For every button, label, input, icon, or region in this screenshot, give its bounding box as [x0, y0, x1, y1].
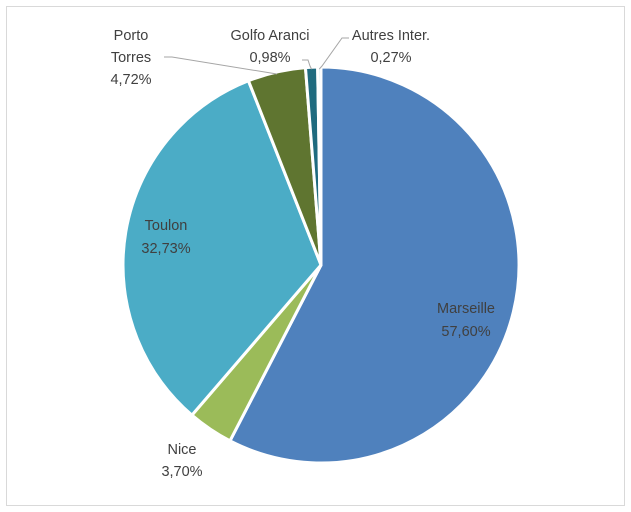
pie-slices: [121, 65, 521, 465]
slice-name-autres-inter: Autres Inter.: [352, 28, 430, 44]
leader-line-autres-inter: [318, 37, 349, 70]
label-golfo-aranci: Golfo Aranci 0,98%: [231, 28, 310, 66]
slice-toulon: [121, 79, 323, 417]
label-nice: Nice 3,70%: [161, 442, 202, 480]
leader-line-golfo-aranci: [302, 59, 313, 70]
leader-line-porto-torres: [164, 56, 277, 75]
label-autres-inter: Autres Inter. 0,27%: [352, 28, 430, 66]
label-toulon: Toulon 32,73%: [141, 218, 190, 257]
slice-value-marseille: 57,60%: [441, 324, 490, 340]
slice-name-porto-torres-line1: Porto: [114, 28, 149, 44]
slice-name-marseille: Marseille: [437, 301, 495, 317]
slice-name-golfo-aranci: Golfo Aranci: [231, 28, 310, 44]
slice-value-nice: 3,70%: [161, 464, 202, 480]
slice-marseille: [228, 65, 521, 465]
slice-value-porto-torres: 4,72%: [110, 72, 151, 88]
slice-name-nice: Nice: [167, 442, 196, 458]
label-marseille: Marseille 57,60%: [437, 301, 495, 340]
data-labels: Marseille 57,60% Nice 3,70% Toulon 32,73…: [110, 28, 495, 480]
slice-name-porto-torres-line2: Torres: [111, 50, 151, 66]
slice-name-toulon: Toulon: [145, 218, 188, 234]
label-porto-torres: Porto Torres 4,72%: [110, 28, 151, 88]
slice-value-toulon: 32,73%: [141, 241, 190, 257]
leader-lines: [164, 37, 349, 75]
slice-value-golfo-aranci: 0,98%: [249, 50, 290, 66]
slice-value-autres-inter: 0,27%: [370, 50, 411, 66]
